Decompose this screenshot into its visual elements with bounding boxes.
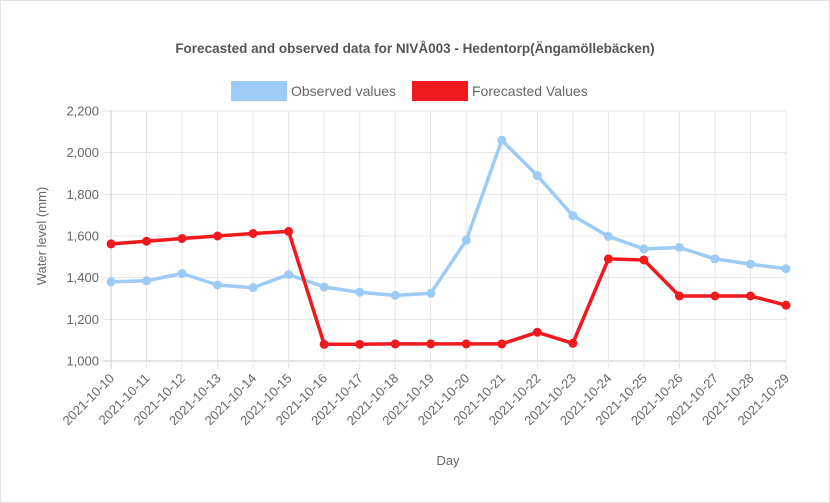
data-point[interactable] xyxy=(497,135,507,145)
series-layer xyxy=(106,135,791,349)
grid xyxy=(103,110,787,369)
legend-swatch-observed xyxy=(231,81,287,101)
data-point[interactable] xyxy=(390,290,400,300)
series-line xyxy=(109,138,788,298)
data-point[interactable] xyxy=(106,239,116,249)
data-point[interactable] xyxy=(639,244,649,254)
y-tick-label: 1,600 xyxy=(66,229,99,244)
data-point[interactable] xyxy=(355,287,365,297)
y-tick-label: 1,800 xyxy=(66,187,99,202)
data-point[interactable] xyxy=(142,236,152,246)
x-axis-ticks: 2021-10-102021-10-112021-10-122021-10-13… xyxy=(59,371,792,429)
data-point[interactable] xyxy=(177,269,187,278)
legend-item-forecasted[interactable]: Forecasted Values xyxy=(412,81,588,101)
data-point[interactable] xyxy=(355,339,365,349)
y-axis-ticks: 1,000 1,200 1,400 1,600 1,800 2,000 2,200 xyxy=(66,104,99,369)
data-point[interactable] xyxy=(213,231,223,241)
data-point[interactable] xyxy=(213,280,223,290)
data-point[interactable] xyxy=(248,229,258,238)
data-point[interactable] xyxy=(106,277,116,287)
data-point[interactable] xyxy=(284,226,294,236)
data-point[interactable] xyxy=(532,327,542,337)
data-point[interactable] xyxy=(745,259,755,269)
y-tick-label: 1,200 xyxy=(66,312,99,327)
data-point[interactable] xyxy=(319,339,329,349)
data-point[interactable] xyxy=(319,282,329,292)
legend-label-observed: Observed values xyxy=(291,83,396,99)
data-point[interactable] xyxy=(426,288,436,298)
series-line xyxy=(109,229,788,347)
data-point[interactable] xyxy=(674,291,684,301)
x-axis-title: Day xyxy=(436,453,460,468)
legend-swatch-forecasted xyxy=(412,81,468,101)
data-point[interactable] xyxy=(781,300,791,310)
legend: Observed values Forecasted Values xyxy=(231,81,588,101)
data-point[interactable] xyxy=(568,211,578,221)
data-point[interactable] xyxy=(284,270,294,280)
data-point[interactable] xyxy=(603,231,613,241)
data-point[interactable] xyxy=(710,291,720,301)
legend-item-observed[interactable]: Observed values xyxy=(231,81,396,101)
data-point[interactable] xyxy=(568,338,578,348)
data-point[interactable] xyxy=(497,339,507,349)
data-point[interactable] xyxy=(603,254,613,264)
data-point[interactable] xyxy=(461,339,471,349)
data-point[interactable] xyxy=(461,235,471,245)
data-point[interactable] xyxy=(532,171,542,181)
y-tick-label: 2,000 xyxy=(66,145,99,160)
y-tick-label: 1,400 xyxy=(66,270,99,285)
data-point[interactable] xyxy=(248,283,258,293)
y-tick-label: 1,000 xyxy=(66,354,99,369)
series-forecasted xyxy=(106,226,791,349)
data-point[interactable] xyxy=(745,291,755,301)
data-point[interactable] xyxy=(177,234,187,243)
data-point[interactable] xyxy=(781,264,791,274)
chart-title: Forecasted and observed data for NIVÅ003… xyxy=(175,41,654,56)
legend-label-forecasted: Forecasted Values xyxy=(472,83,588,99)
data-point[interactable] xyxy=(142,276,152,286)
data-point[interactable] xyxy=(674,242,684,252)
data-point[interactable] xyxy=(710,254,720,264)
y-axis-title: Water level (mm) xyxy=(34,187,49,285)
series-observed xyxy=(106,135,791,300)
data-point[interactable] xyxy=(390,339,400,349)
data-point[interactable] xyxy=(639,255,649,265)
data-point[interactable] xyxy=(426,339,436,349)
y-tick-label: 2,200 xyxy=(66,104,99,119)
